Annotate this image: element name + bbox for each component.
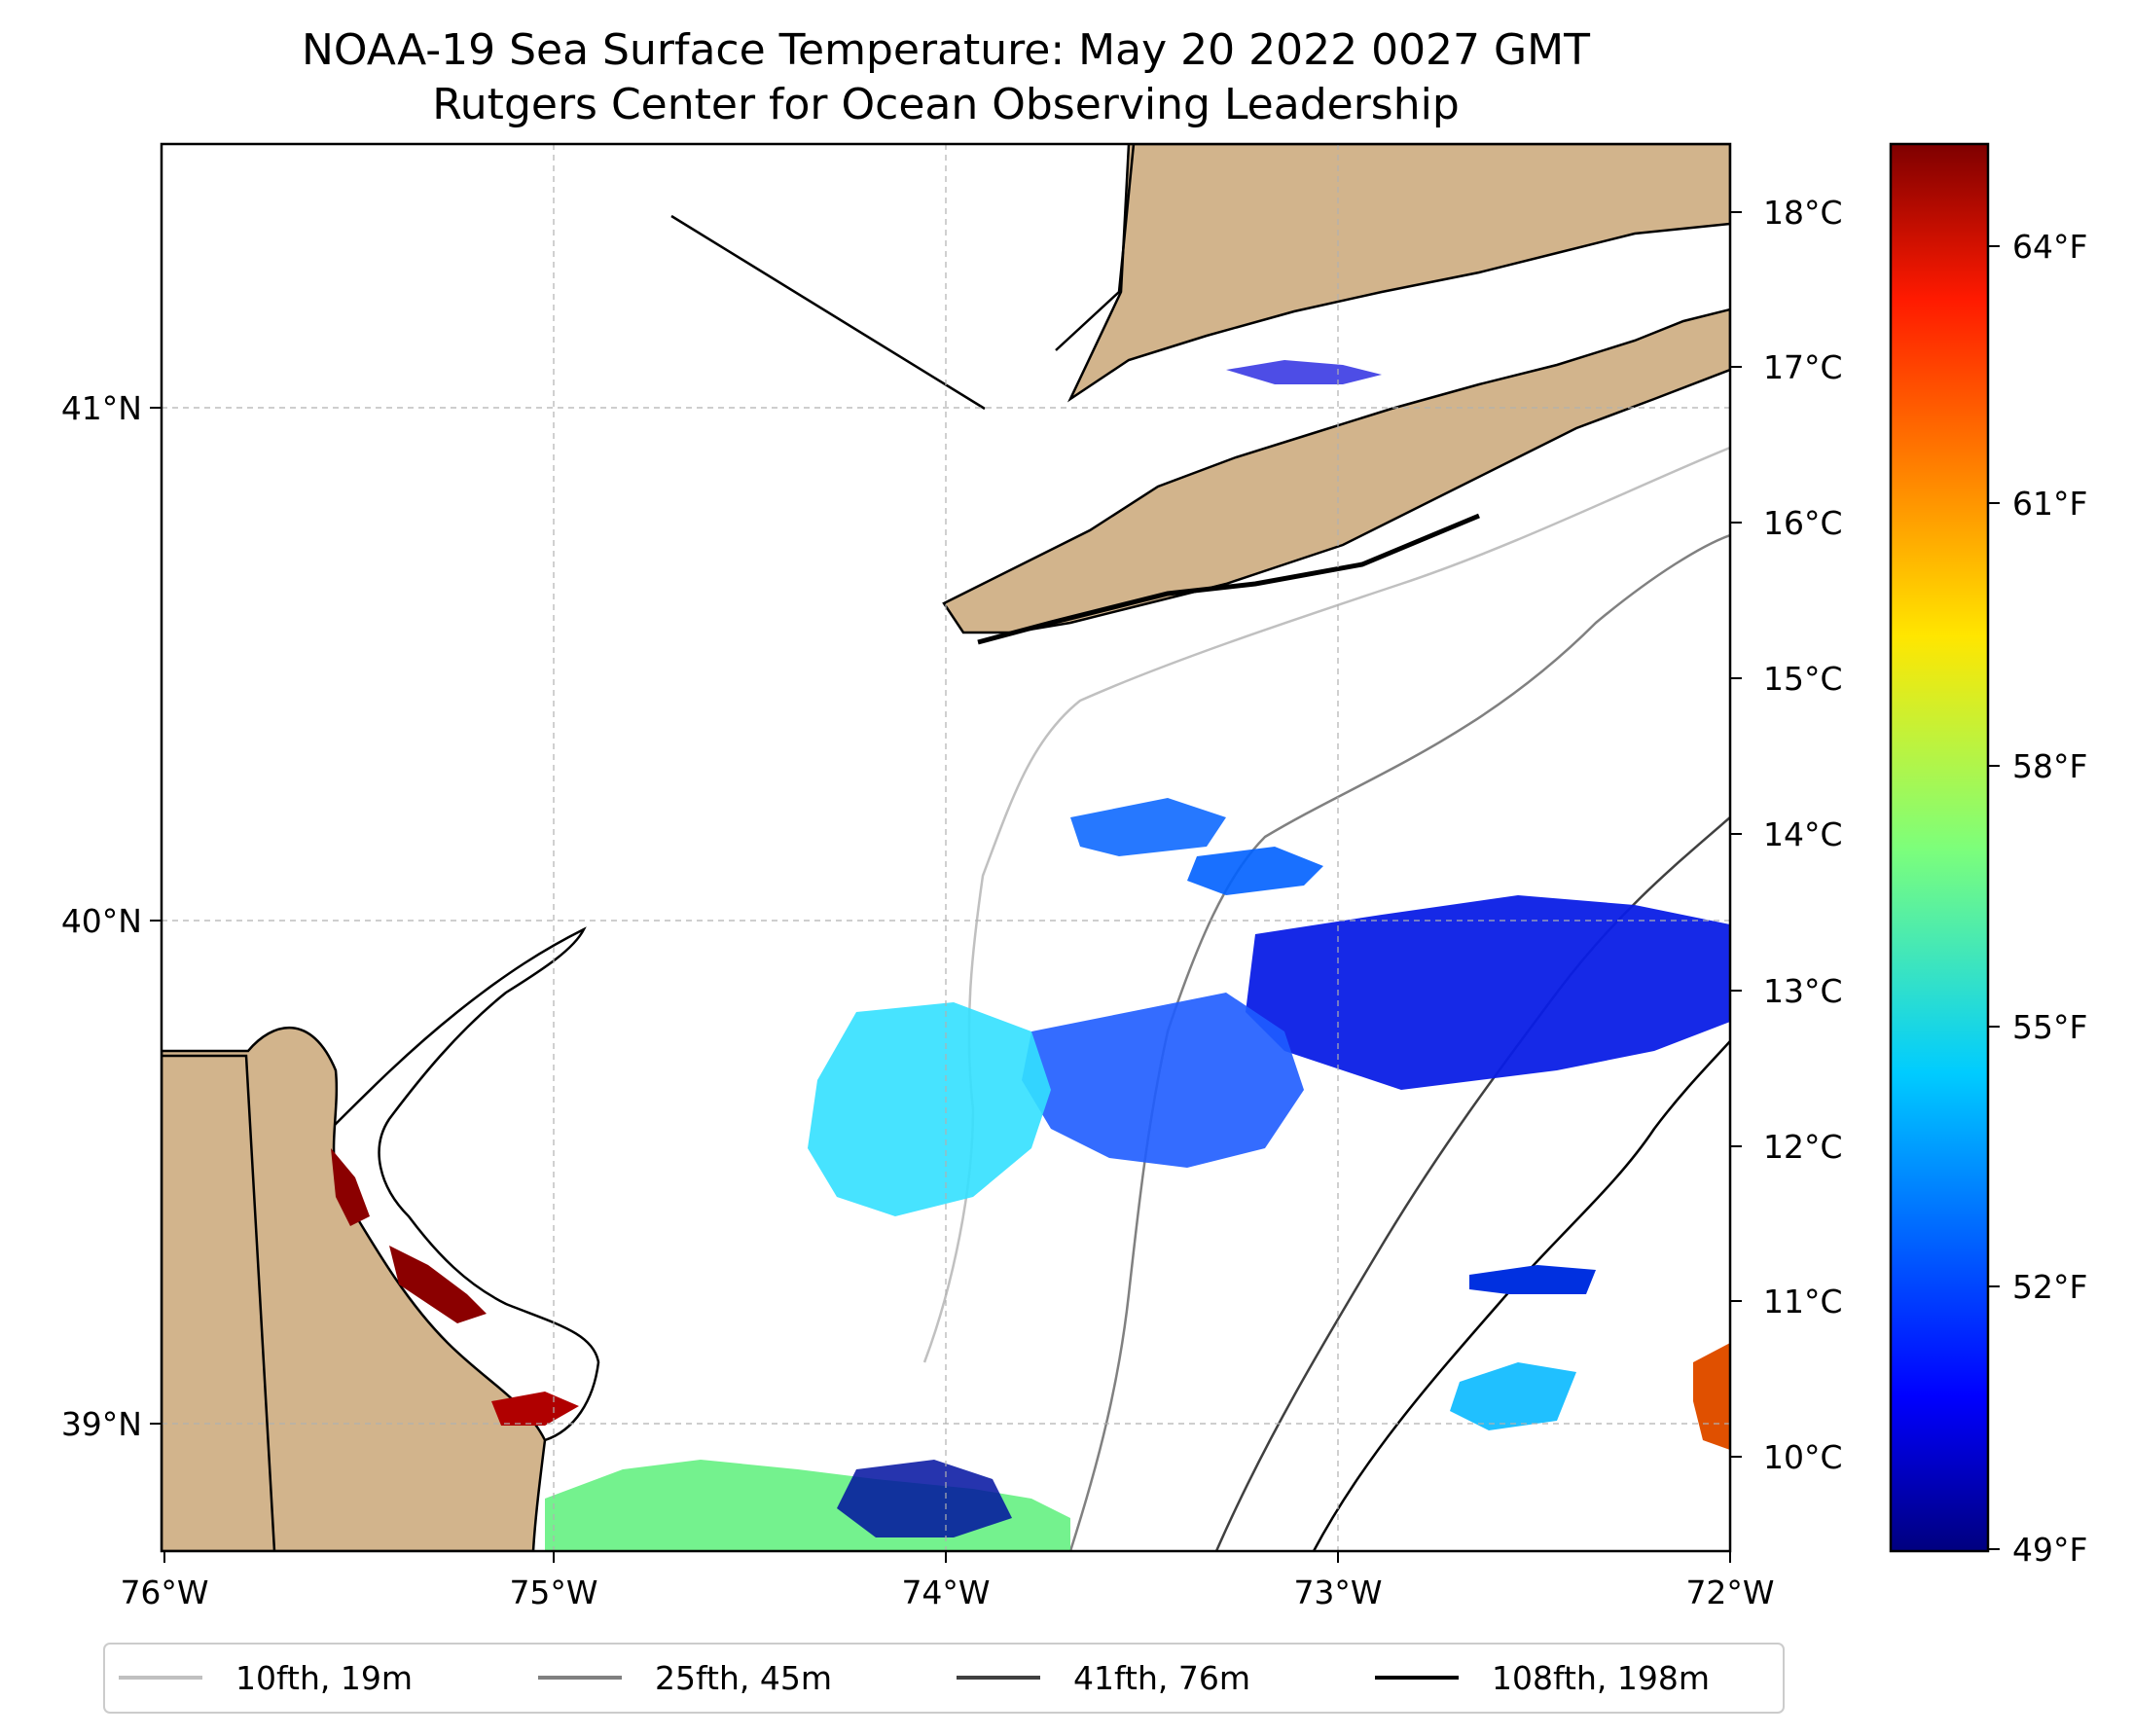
barrier-island-line <box>977 513 1480 645</box>
x-tick-label: 72°W <box>1685 1573 1774 1611</box>
celsius-tick-label: 12°C <box>1763 1128 1843 1166</box>
contour-108fth <box>1312 1040 1730 1551</box>
sst-patch-li-sound <box>1226 360 1382 384</box>
celsius-tick-label: 16°C <box>1763 504 1843 542</box>
celsius-tick-label: 10°C <box>1763 1438 1843 1476</box>
sst-patch-blue-main <box>1246 895 1730 1090</box>
x-tick-label: 76°W <box>120 1573 208 1611</box>
colorbar-gradient <box>1889 142 1990 1553</box>
x-tick-label: 73°W <box>1293 1573 1382 1611</box>
y-axis: 41°N 40°N 39°N <box>61 389 162 1443</box>
celsius-tick-label: 18°C <box>1763 194 1843 232</box>
sst-patch-red-capemay <box>491 1392 579 1426</box>
land-long-island <box>942 307 1730 634</box>
legend: 10fth, 19m 25fth, 45m 41fth, 76m 108fth,… <box>103 1643 1785 1714</box>
state-border-ny-nj <box>670 214 986 411</box>
fahrenheit-tick-label: 52°F <box>2012 1268 2087 1306</box>
sst-patch-east-cyan <box>1450 1362 1576 1430</box>
sst-patch-blue-mid <box>1022 993 1304 1168</box>
sst-patch-red-delaware <box>389 1246 487 1323</box>
sst-patch-mixed-south <box>837 1460 1012 1537</box>
state-border-de <box>162 1054 276 1551</box>
contour-41fth <box>1214 816 1730 1551</box>
legend-box <box>103 1643 1785 1714</box>
colorbar: 64°F 61°F 58°F 55°F 52°F 49°F <box>1889 142 2087 1569</box>
title-line-1: NOAA-19 Sea Surface Temperature: May 20 … <box>302 25 1590 75</box>
sst-patch-cyan <box>808 1002 1051 1216</box>
fahrenheit-tick-label: 58°F <box>2012 747 2087 785</box>
x-tick-label: 74°W <box>901 1573 990 1611</box>
legend-label: 25fth, 45m <box>655 1659 832 1697</box>
fahrenheit-tick-label: 61°F <box>2012 485 2087 523</box>
sst-patch-ny-bight <box>1070 798 1226 856</box>
celsius-tick-label: 15°C <box>1763 660 1843 698</box>
fahrenheit-tick-label: 64°F <box>2012 228 2087 266</box>
state-border-ny-ct <box>1055 144 1136 351</box>
legend-label: 10fth, 19m <box>235 1659 413 1697</box>
land-connecticut <box>1066 144 1730 403</box>
celsius-axis: 18°C 17°C 16°C 15°C 14°C 13°C 12°C 11°C … <box>1730 194 1843 1476</box>
title-line-2: Rutgers Center for Ocean Observing Leade… <box>432 80 1460 129</box>
celsius-tick-label: 14°C <box>1763 815 1843 853</box>
celsius-tick-label: 13°C <box>1763 972 1843 1010</box>
celsius-tick-label: 17°C <box>1763 348 1843 386</box>
y-tick-label: 40°N <box>61 902 142 940</box>
x-axis: 76°W 75°W 74°W 73°W 72°W <box>120 1551 1775 1611</box>
legend-label: 108fth, 198m <box>1492 1659 1710 1697</box>
fahrenheit-tick-label: 49°F <box>2012 1531 2087 1569</box>
legend-label: 41fth, 76m <box>1073 1659 1250 1697</box>
fahrenheit-tick-label: 55°F <box>2012 1008 2087 1046</box>
sst-patch-east-blue <box>1469 1265 1596 1294</box>
contour-25fth <box>1068 533 1730 1551</box>
sst-patch-cyan-north <box>1187 847 1323 895</box>
x-tick-label: 75°W <box>509 1573 597 1611</box>
sst-data-patches <box>331 360 1730 1551</box>
land-delmarva <box>162 1026 547 1551</box>
sst-patch-red-delaware-2 <box>331 1148 370 1226</box>
sst-patch-east-red <box>1693 1343 1730 1450</box>
map-panel <box>162 144 1730 1551</box>
celsius-tick-label: 11°C <box>1763 1283 1843 1320</box>
y-tick-label: 39°N <box>61 1405 142 1443</box>
gridlines <box>162 144 1730 1551</box>
y-tick-label: 41°N <box>61 389 142 427</box>
